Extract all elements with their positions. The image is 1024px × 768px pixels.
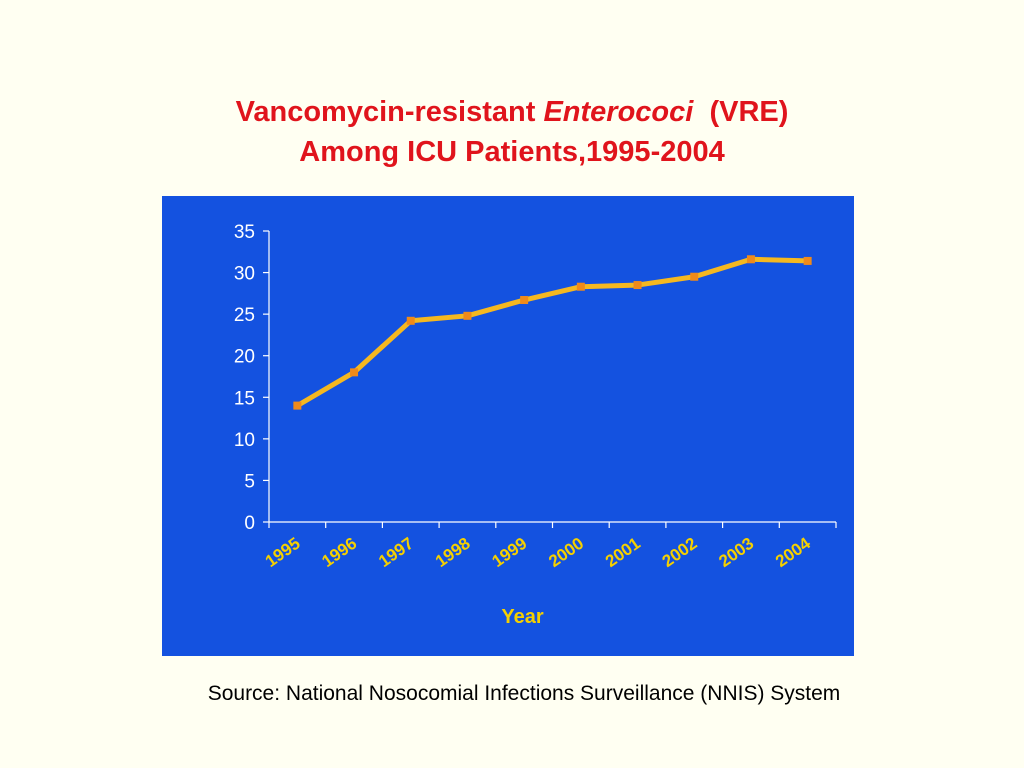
title-part-3: (VRE) — [693, 96, 789, 128]
x-axis-title: Year — [501, 606, 543, 628]
series-line — [294, 256, 811, 409]
line-chart: 0 5 10 15 20 25 30 35 1995 1996 1997 1998 1999 2000 20… — [234, 222, 837, 628]
data-point-marker — [746, 255, 755, 264]
data-point-marker — [633, 281, 642, 290]
data-point-marker — [293, 401, 302, 410]
data-point-marker — [350, 368, 359, 377]
title-line-2: Among ICU Patients,1995-2004 — [299, 136, 725, 168]
y-tick-label: 20 — [234, 347, 255, 368]
y-tick-label: 25 — [234, 305, 255, 326]
x-tick-label: 2001 — [602, 534, 644, 571]
x-tick-label: 1996 — [318, 534, 360, 571]
x-tick-label: 2003 — [715, 534, 757, 571]
x-tick-label: 2004 — [772, 533, 814, 571]
data-point-marker — [406, 316, 415, 325]
data-point-marker — [520, 296, 529, 305]
title-part-2-italic: Enterococi — [543, 96, 694, 128]
x-tick-label: 1999 — [489, 534, 531, 571]
source-caption: Source: National Nosocomial Infections S… — [207, 682, 841, 705]
y-tick-label: 5 — [244, 471, 255, 492]
y-tick-label: 30 — [234, 264, 255, 285]
x-tick-label: 1997 — [375, 534, 417, 571]
title-line-1: Vancomycin-resistant Enterococi (VRE) — [0, 92, 1024, 132]
data-point-marker — [576, 282, 585, 291]
chart-panel: 0 5 10 15 20 25 30 35 1995 1996 1997 1998 1999 2000 20… — [162, 196, 854, 656]
y-tick-label: 0 — [244, 513, 255, 534]
x-tick-label: 2002 — [659, 534, 701, 571]
data-point-marker — [463, 311, 472, 320]
y-tick-label: 35 — [234, 222, 255, 243]
chart-title: Vancomycin-resistant Enterococi (VRE) Am… — [0, 92, 1024, 172]
x-tick-label: 1995 — [262, 534, 304, 571]
x-tick-label: 2000 — [545, 534, 587, 571]
y-tick-label: 10 — [234, 430, 255, 451]
data-point-marker — [803, 256, 812, 265]
y-tick-label: 15 — [234, 388, 255, 409]
data-point-marker — [690, 272, 699, 281]
title-part-1: Vancomycin-resistant — [235, 96, 544, 128]
x-tick-label: 1998 — [432, 534, 474, 571]
